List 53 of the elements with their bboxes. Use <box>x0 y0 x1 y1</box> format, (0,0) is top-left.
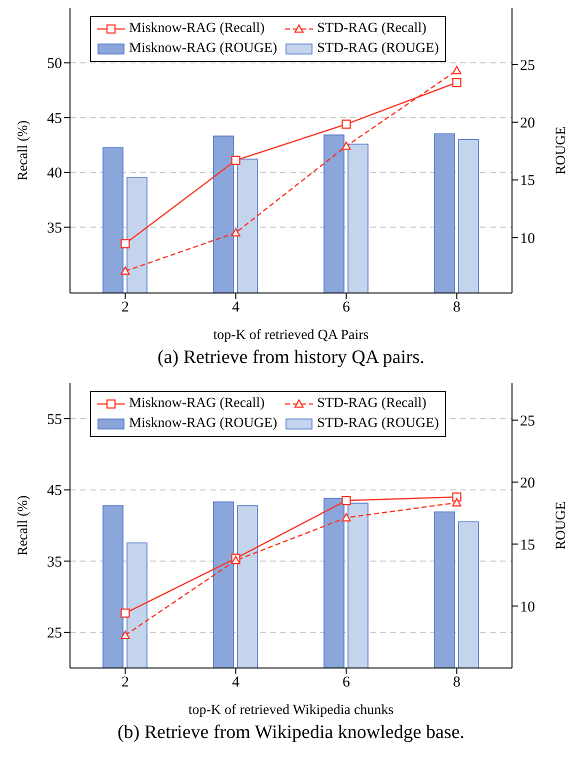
point <box>231 156 240 165</box>
y2-tick-label: 10 <box>520 599 535 616</box>
legend-label: STD-RAG (Recall) <box>317 20 426 38</box>
y-tick-label: 55 <box>47 412 62 428</box>
y2-tick-label: 20 <box>520 475 535 492</box>
legend-label: Misknow-RAG (Recall) <box>129 20 265 38</box>
y2-tick-label: 25 <box>520 58 535 74</box>
y-tick-label: 35 <box>47 554 62 570</box>
x-tick-label: 8 <box>453 674 460 691</box>
y-tick-label: 45 <box>47 483 62 500</box>
y2-axis-title: ROUGE <box>554 501 569 550</box>
y-tick-label: 50 <box>47 56 62 72</box>
y-tick-label: 25 <box>47 626 62 642</box>
y2-axis-title: ROUGE <box>554 126 569 175</box>
legend-label: STD-RAG (Recall) <box>317 395 426 413</box>
x-axis-title: top-K of retrieved Wikipedia chunks <box>188 703 394 718</box>
point <box>452 78 462 88</box>
point <box>231 228 240 237</box>
y2-tick-label: 15 <box>520 537 535 554</box>
point <box>342 142 351 150</box>
x-tick-label: 2 <box>122 674 129 691</box>
point <box>452 66 462 74</box>
legend-label: Misknow-RAG (Recall) <box>129 395 265 413</box>
legend-label: Misknow-RAG (ROUGE) <box>129 415 278 433</box>
legend-label: STD-RAG (ROUGE) <box>317 415 439 433</box>
y-tick-label: 35 <box>47 220 62 237</box>
y2-tick-label: 10 <box>520 230 535 247</box>
legend-label: STD-RAG (ROUGE) <box>317 40 439 58</box>
legend-label: Misknow-RAG (ROUGE) <box>129 40 278 58</box>
y2-tick-label: 15 <box>520 173 535 190</box>
x-tick-label: 4 <box>232 300 240 316</box>
text: (a) Retrieve from history QA pairs. <box>156 347 426 369</box>
text: (b) Retrieve from Wikipedia knowledge base. <box>116 722 466 744</box>
y-tick-label: 40 <box>47 166 62 182</box>
x-tick-label: 6 <box>342 300 350 316</box>
point <box>342 496 351 506</box>
y-axis-title: Recall (%) <box>16 495 31 556</box>
y2-tick-label: 25 <box>520 414 535 430</box>
y-axis-title: Recall (%) <box>16 120 31 181</box>
x-tick-label: 2 <box>122 300 129 316</box>
point <box>342 120 351 129</box>
point <box>120 266 130 275</box>
point <box>120 630 130 640</box>
x-tick-label: 4 <box>232 674 240 691</box>
x-tick-label: 8 <box>453 300 460 316</box>
x-tick-label: 6 <box>342 674 350 691</box>
y-tick-label: 45 <box>47 110 62 127</box>
point <box>120 239 130 248</box>
point <box>452 498 462 506</box>
x-axis-title: top-K of retrieved QA Pairs <box>213 328 369 343</box>
y2-tick-label: 20 <box>520 116 535 132</box>
point <box>120 608 130 618</box>
point <box>342 513 351 522</box>
